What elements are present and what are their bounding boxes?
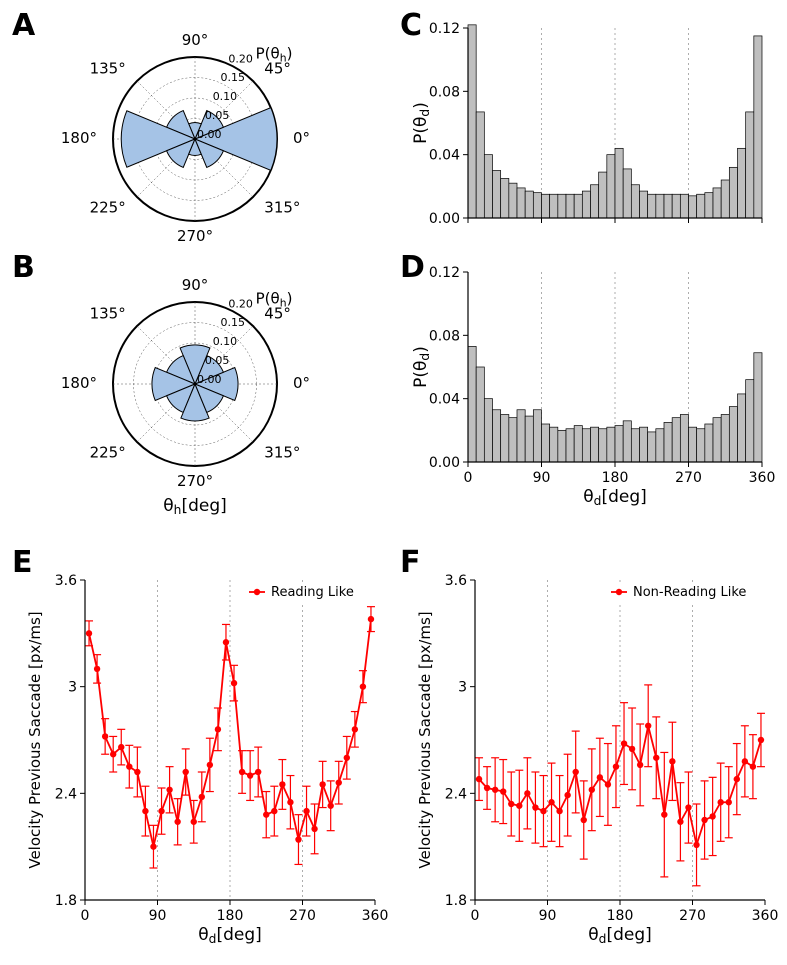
svg-text:315°: 315° xyxy=(264,443,300,461)
svg-text:0.05: 0.05 xyxy=(205,109,229,122)
svg-text:270: 270 xyxy=(289,908,316,924)
svg-text:P(θd): P(θd) xyxy=(411,102,432,144)
svg-text:0.00: 0.00 xyxy=(429,211,460,227)
svg-text:θh[deg]: θh[deg] xyxy=(163,496,226,517)
svg-text:90°: 90° xyxy=(182,31,209,49)
panel-letter-B: B xyxy=(12,250,35,285)
svg-text:0.05: 0.05 xyxy=(205,354,229,367)
svg-text:45°: 45° xyxy=(264,60,291,78)
svg-text:Reading Like: Reading Like xyxy=(271,585,354,600)
svg-text:θd[deg]: θd[deg] xyxy=(198,925,262,946)
svg-text:0.10: 0.10 xyxy=(213,90,238,103)
histogram-C: 0.00 0.04 0.08 0.12 P(θd) xyxy=(413,18,777,258)
svg-text:270°: 270° xyxy=(177,227,213,245)
svg-text:θd[deg]: θd[deg] xyxy=(583,487,647,508)
svg-text:0.00: 0.00 xyxy=(197,128,222,141)
svg-text:0.04: 0.04 xyxy=(429,392,460,408)
svg-text:135°: 135° xyxy=(90,305,126,323)
svg-text:225°: 225° xyxy=(90,443,126,461)
svg-text:0°: 0° xyxy=(293,129,310,147)
svg-text:0: 0 xyxy=(471,908,480,924)
svg-text:0.00: 0.00 xyxy=(197,373,222,386)
svg-text:270: 270 xyxy=(675,470,702,486)
svg-text:90: 90 xyxy=(533,470,551,486)
svg-text:90: 90 xyxy=(149,908,167,924)
svg-text:0.08: 0.08 xyxy=(429,84,460,100)
svg-text:360: 360 xyxy=(752,908,779,924)
polar-chart-B: 0.000.050.100.150.20P(θh)0°45°90°135°180… xyxy=(45,259,355,509)
svg-text:180°: 180° xyxy=(61,129,97,147)
svg-text:315°: 315° xyxy=(264,198,300,216)
svg-text:90: 90 xyxy=(539,908,557,924)
svg-text:0.15: 0.15 xyxy=(221,71,246,84)
svg-text:Velocity Previous Saccade [px/: Velocity Previous Saccade [px/ms] xyxy=(416,611,434,868)
svg-text:θd[deg]: θd[deg] xyxy=(588,925,652,946)
svg-text:360: 360 xyxy=(749,470,776,486)
svg-text:225°: 225° xyxy=(90,198,126,216)
svg-text:P(θd): P(θd) xyxy=(411,346,432,388)
figure: A B C D E F 0.000.050.100.150.20P(θh)0°4… xyxy=(0,0,787,965)
svg-text:1.8: 1.8 xyxy=(55,893,77,909)
svg-text:1.8: 1.8 xyxy=(445,893,467,909)
svg-text:180: 180 xyxy=(607,908,634,924)
line-chart-E: 1.8 2.4 3 3.6 0 90 180 270 360 Velocity Previous … xyxy=(25,570,390,945)
svg-text:3.6: 3.6 xyxy=(55,573,77,589)
svg-text:0: 0 xyxy=(464,470,473,486)
svg-text:135°: 135° xyxy=(90,60,126,78)
svg-text:0.15: 0.15 xyxy=(221,316,246,329)
histogram-D: 0.000.040.080.12090180270360P(θd)θd[deg] xyxy=(413,262,777,502)
svg-text:180: 180 xyxy=(602,470,629,486)
svg-text:0.20: 0.20 xyxy=(228,297,253,310)
svg-text:0°: 0° xyxy=(293,374,310,392)
svg-text:0.08: 0.08 xyxy=(429,328,460,344)
svg-text:3.6: 3.6 xyxy=(445,573,467,589)
svg-text:0.12: 0.12 xyxy=(429,265,460,281)
svg-text:360: 360 xyxy=(362,908,389,924)
svg-text:0.04: 0.04 xyxy=(429,148,460,164)
panel-letter-A: A xyxy=(12,8,35,43)
svg-text:2.4: 2.4 xyxy=(55,786,77,802)
svg-text:180°: 180° xyxy=(61,374,97,392)
svg-text:45°: 45° xyxy=(264,305,291,323)
polar-chart-A: 0.000.050.100.150.20P(θh)0°45°90°135°180… xyxy=(45,14,355,264)
svg-text:180: 180 xyxy=(217,908,244,924)
svg-text:Velocity Previous Saccade [px/: Velocity Previous Saccade [px/ms] xyxy=(26,611,44,868)
svg-text:0: 0 xyxy=(81,908,90,924)
svg-text:270°: 270° xyxy=(177,472,213,490)
svg-text:0.20: 0.20 xyxy=(228,52,253,65)
svg-text:0.00: 0.00 xyxy=(429,455,460,471)
svg-text:0.10: 0.10 xyxy=(213,335,238,348)
svg-text:Non-Reading Like: Non-Reading Like xyxy=(633,585,746,600)
svg-text:2.4: 2.4 xyxy=(445,786,467,802)
svg-text:3: 3 xyxy=(68,680,77,696)
line-chart-F: 1.8 2.4 3 3.6 0 90 180 270 360 Velocity Previous … xyxy=(415,570,780,945)
svg-text:0.12: 0.12 xyxy=(429,21,460,37)
svg-text:270: 270 xyxy=(679,908,706,924)
svg-text:90°: 90° xyxy=(182,276,209,294)
svg-text:3: 3 xyxy=(458,680,467,696)
